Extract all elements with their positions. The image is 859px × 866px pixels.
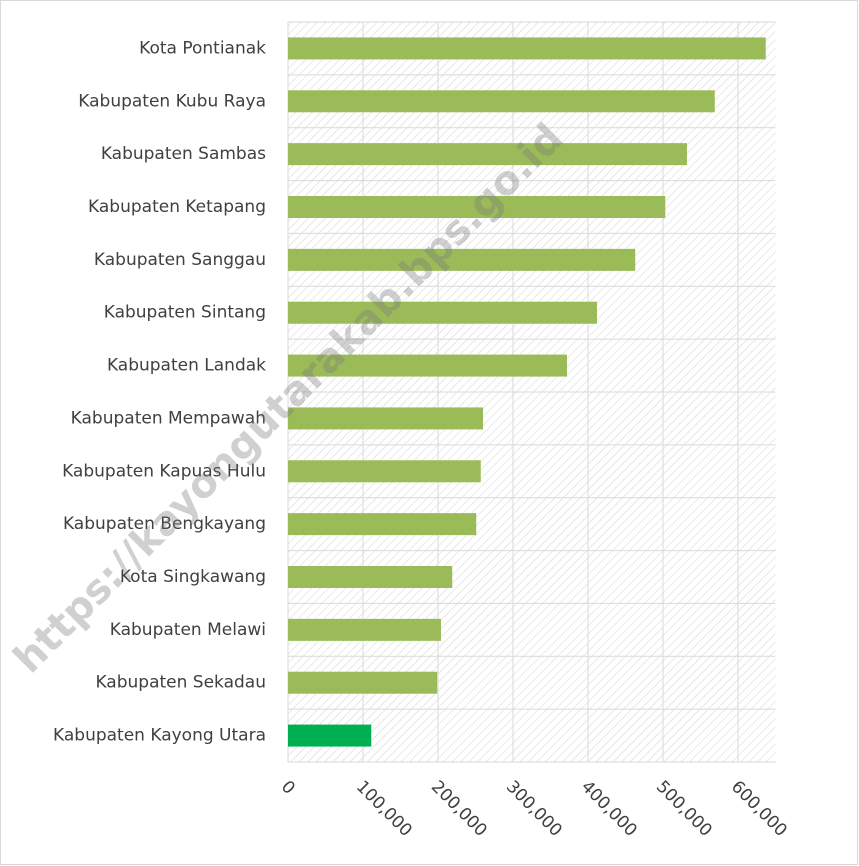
bar [288,513,477,536]
bar [288,90,715,113]
bar [288,37,766,60]
y-tick-label: Kabupaten Kayong Utara [53,726,266,746]
bar [288,566,453,588]
bar [288,671,438,694]
y-tick-label: Kabupaten Bengkayang [63,514,266,534]
bar [288,460,481,483]
y-tick-label: Kabupaten Kapuas Hulu [62,461,266,481]
bar [288,407,483,430]
y-tick-label: Kabupaten Sanggau [94,250,266,270]
y-tick-label: Kota Pontianak [139,38,266,58]
bar [288,248,636,271]
bar [288,143,687,166]
y-tick-label: Kabupaten Sekadau [95,673,266,693]
y-tick-label: Kabupaten Mempawah [71,408,266,428]
y-tick-label: Kabupaten Sambas [101,144,266,164]
bar [288,618,441,641]
y-tick-label: Kabupaten Sintang [104,303,266,323]
y-tick-label: Kabupaten Landak [107,356,266,376]
bar [288,354,567,377]
y-tick-label: Kabupaten Ketapang [88,197,266,217]
bar [288,196,666,218]
y-tick-label: Kabupaten Kubu Raya [78,91,266,111]
y-tick-label: Kota Singkawang [120,567,266,587]
bar [288,724,372,747]
bar [288,301,597,324]
y-tick-label: Kabupaten Melawi [110,620,266,640]
